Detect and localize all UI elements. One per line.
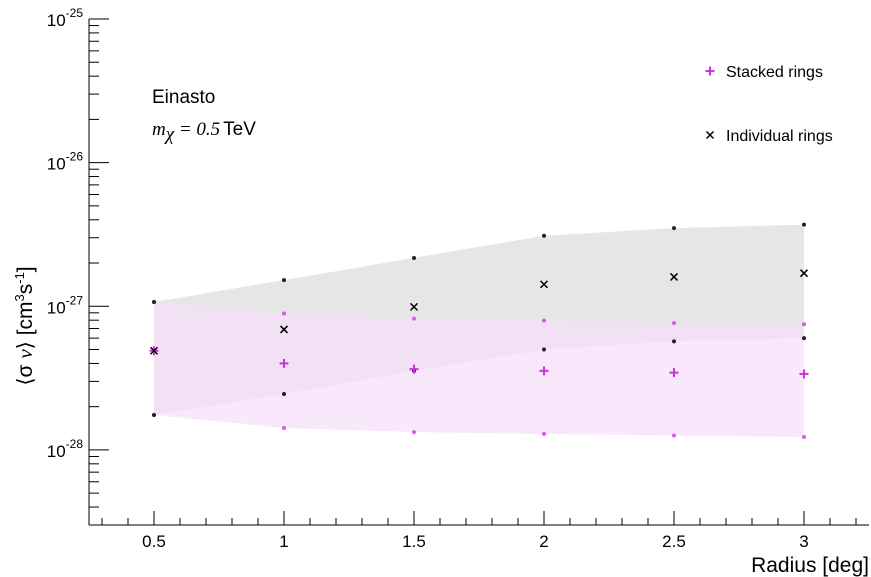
cross-b xyxy=(669,272,679,281)
band-upper-dot xyxy=(282,278,286,283)
band-lower-dot xyxy=(152,412,156,417)
x-tick-label: 1.5 xyxy=(402,532,426,551)
uncertainty-bands xyxy=(154,224,804,437)
legend-marker-individual xyxy=(705,130,715,140)
point-stacked-rings xyxy=(409,364,419,374)
y-title-exp-3: 3 xyxy=(12,294,27,301)
mass-value: = 0.5 xyxy=(174,119,220,140)
legend: Stacked rings Individual rings xyxy=(705,64,833,145)
band-lower-dot xyxy=(542,347,546,352)
point-stacked-rings xyxy=(799,369,809,379)
cross-b xyxy=(539,280,549,289)
legend-marker-stacked xyxy=(705,66,715,76)
band-lower-dot xyxy=(282,392,286,397)
y-title-part-v: v xyxy=(13,349,37,359)
x-tick-label: 1 xyxy=(279,532,288,551)
band-stacked-rings xyxy=(154,302,804,437)
point-individual-rings xyxy=(669,272,679,281)
band-upper-dot xyxy=(672,320,676,325)
legend-label: Stacked rings xyxy=(726,64,823,81)
band-upper-dot xyxy=(412,255,416,260)
mass-symbol: m xyxy=(152,119,166,140)
band-lower-dot xyxy=(802,434,806,439)
band-upper-dot xyxy=(542,233,546,238)
cross-b xyxy=(279,325,289,334)
cross-b xyxy=(149,346,159,355)
y-title-part-unit: ⟩ [cm xyxy=(14,301,37,349)
band-lower-dot xyxy=(412,430,416,435)
point-individual-rings xyxy=(409,302,419,311)
band-upper-dot xyxy=(802,322,806,327)
band-lower-dot xyxy=(282,426,286,431)
x-axis-title: Radius [deg] xyxy=(751,554,869,577)
band-lower-dot xyxy=(672,339,676,344)
band-upper-dot xyxy=(802,222,806,227)
y-tick-label: 10-28 xyxy=(47,437,84,461)
x-tick-label: 0.5 xyxy=(142,532,166,551)
point-stacked-rings xyxy=(539,366,549,376)
x-tick-label: 2 xyxy=(539,532,548,551)
cross-b xyxy=(409,302,419,311)
cross-b xyxy=(799,269,809,278)
point-stacked-rings xyxy=(279,358,289,368)
annotation-profile: Einasto xyxy=(152,87,215,108)
band-edge-points xyxy=(152,222,806,439)
axes: 10-28 10-27 10-26 10-25 0.5 1 1.5 2 2.5 3 xyxy=(47,6,869,551)
mass-subscript: χ xyxy=(164,124,175,145)
band-upper-dot xyxy=(412,316,416,321)
point-individual-rings xyxy=(279,325,289,334)
cross-b xyxy=(705,130,715,140)
x-tick-label: 2.5 xyxy=(662,532,686,551)
band-lower-dot xyxy=(542,432,546,437)
y-axis-title: ⟨σ v⟩ [cm3s-1] xyxy=(12,266,37,385)
y-tick-label: 10-26 xyxy=(47,150,84,174)
point-individual-rings xyxy=(149,346,159,355)
y-tick-label: 10-27 xyxy=(47,293,84,317)
band-upper-dot xyxy=(672,226,676,231)
point-individual-rings xyxy=(539,280,549,289)
legend-label: Individual rings xyxy=(726,128,833,145)
y-title-part-s: s xyxy=(14,284,37,295)
mass-unit: TeV xyxy=(223,119,256,140)
y-title-exp-m1: -1 xyxy=(12,272,27,284)
band-lower-dot xyxy=(802,336,806,341)
x-tick-label: 3 xyxy=(799,532,808,551)
y-tick-label: 10-25 xyxy=(47,6,84,30)
band-lower-dot xyxy=(672,433,676,438)
annotation-mass: mχ = 0.5 TeV xyxy=(152,119,256,145)
band-upper-dot xyxy=(282,311,286,316)
band-upper-dot xyxy=(152,300,156,305)
point-stacked-rings xyxy=(669,368,679,378)
data-markers xyxy=(149,269,809,379)
y-title-part-close: ] xyxy=(14,266,37,272)
band-upper-dot xyxy=(542,318,546,323)
point-individual-rings xyxy=(799,269,809,278)
y-title-part-open: ⟨σ xyxy=(14,359,37,386)
